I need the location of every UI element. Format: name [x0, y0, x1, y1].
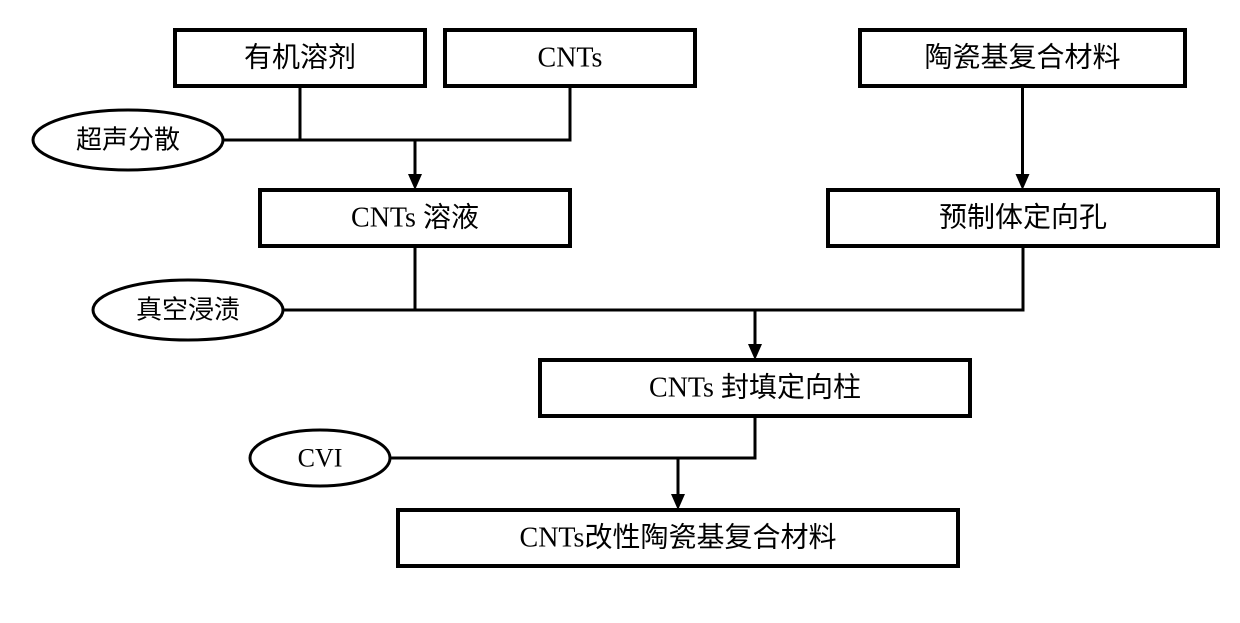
box-b_ceramic: 陶瓷基复合材料 [860, 30, 1185, 86]
box-label: CNTs 溶液 [351, 202, 479, 234]
ellipse-e_cvi: CVI [250, 430, 390, 486]
box-b_fill: CNTs 封填定向柱 [540, 360, 970, 416]
box-b_cnts: CNTs [445, 30, 695, 86]
ellipse-label: 超声分散 [76, 126, 180, 155]
box-b_preform: 预制体定向孔 [828, 190, 1218, 246]
box-b_solution: CNTs 溶液 [260, 190, 570, 246]
box-label: 有机溶剂 [244, 42, 356, 74]
ellipse-label: CVI [298, 444, 343, 473]
ellipse-e_sonic: 超声分散 [33, 110, 223, 170]
box-label: CNTs 封填定向柱 [649, 372, 861, 404]
box-label: 预制体定向孔 [939, 202, 1107, 234]
box-label: CNTs改性陶瓷基复合材料 [520, 522, 837, 554]
box-b_solvent: 有机溶剂 [175, 30, 425, 86]
ellipse-e_vacuum: 真空浸渍 [93, 280, 283, 340]
box-label: CNTs [538, 43, 603, 74]
box-label: 陶瓷基复合材料 [924, 42, 1120, 74]
box-b_modified: CNTs改性陶瓷基复合材料 [398, 510, 958, 566]
ellipse-label: 真空浸渍 [136, 296, 240, 325]
